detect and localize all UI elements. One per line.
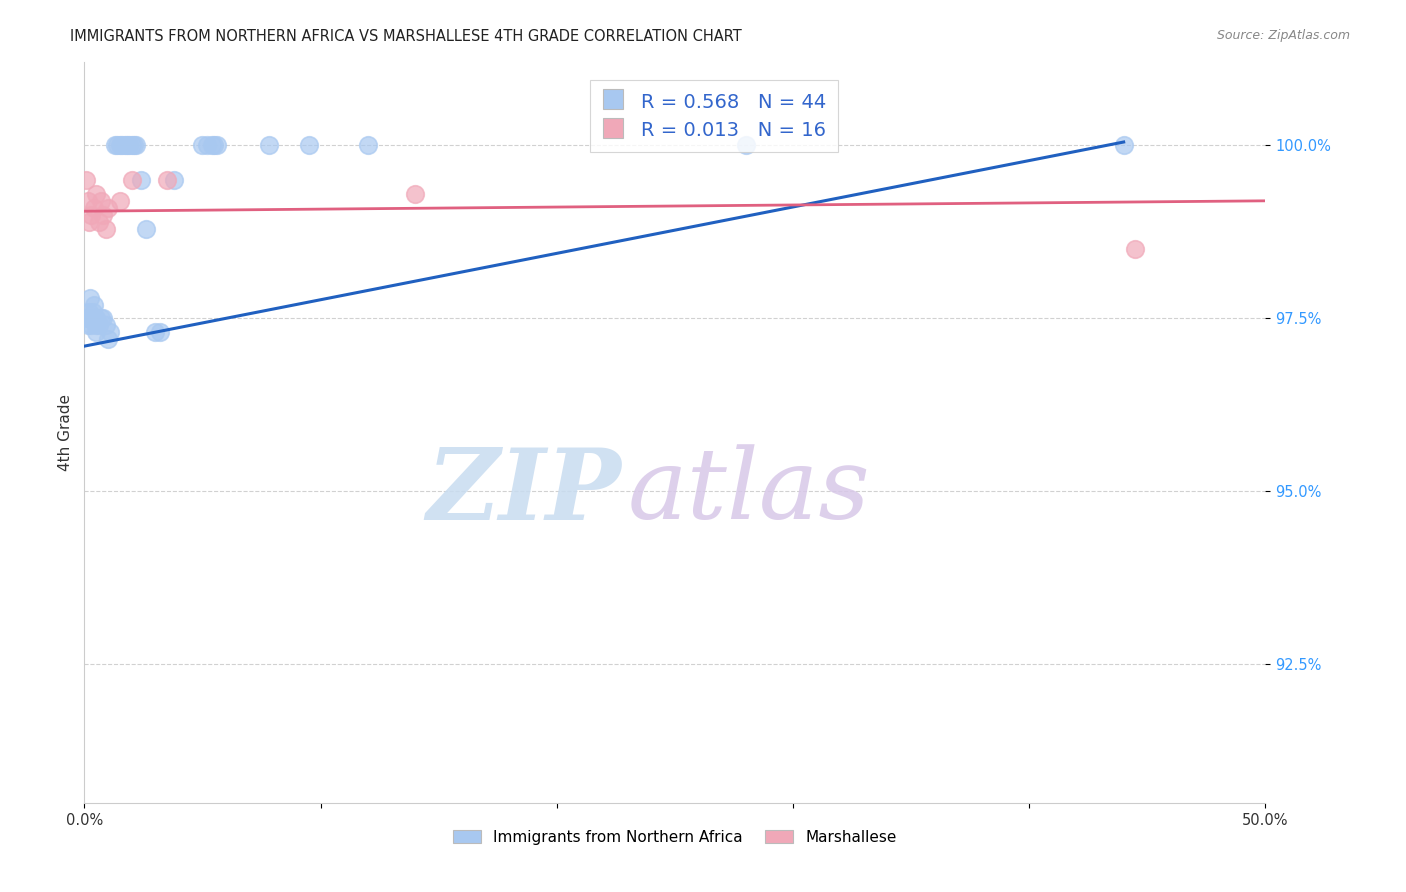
Point: [135, 221, 157, 235]
Point: [90, 194, 112, 208]
Point: [104, 138, 127, 153]
Point: [84, 326, 107, 340]
Point: [97, 332, 120, 346]
Point: [76, 311, 98, 326]
Point: [77, 194, 100, 208]
Point: [191, 138, 214, 153]
Point: [163, 173, 186, 187]
Point: [90, 311, 112, 326]
Text: Source: ZipAtlas.com: Source: ZipAtlas.com: [1216, 29, 1350, 42]
Point: [84, 318, 107, 333]
Point: [98, 326, 121, 340]
Point: [97, 201, 120, 215]
Point: [298, 138, 321, 153]
Point: [108, 138, 131, 153]
Point: [87, 318, 110, 333]
Point: [115, 138, 138, 153]
Point: [1125, 242, 1147, 256]
Point: [75, 173, 97, 187]
Legend: Immigrants from Northern Africa, Marshallese: Immigrants from Northern Africa, Marshal…: [447, 823, 903, 851]
Text: IMMIGRANTS FROM NORTHERN AFRICA VS MARSHALLESE 4TH GRADE CORRELATION CHART: IMMIGRANTS FROM NORTHERN AFRICA VS MARSH…: [70, 29, 742, 44]
Text: atlas: atlas: [627, 444, 870, 540]
Point: [357, 138, 380, 153]
Point: [121, 138, 143, 153]
Point: [121, 173, 143, 187]
Point: [149, 326, 172, 340]
Point: [107, 138, 129, 153]
Point: [77, 304, 100, 318]
Point: [83, 297, 105, 311]
Point: [80, 208, 103, 222]
Point: [118, 138, 141, 153]
Text: ZIP: ZIP: [427, 443, 621, 540]
Point: [82, 304, 104, 318]
Point: [122, 138, 145, 153]
Point: [257, 138, 280, 153]
Point: [83, 201, 105, 215]
Point: [114, 138, 136, 153]
Point: [80, 311, 103, 326]
Point: [91, 208, 114, 222]
Point: [111, 138, 134, 153]
Point: [91, 311, 114, 326]
Point: [125, 138, 148, 153]
Point: [79, 291, 101, 305]
Point: [84, 311, 107, 326]
Y-axis label: 4th Grade: 4th Grade: [58, 394, 73, 471]
Point: [195, 138, 218, 153]
Point: [77, 318, 100, 333]
Point: [83, 311, 105, 326]
Point: [143, 326, 166, 340]
Point: [129, 173, 152, 187]
Point: [201, 138, 224, 153]
Point: [84, 186, 107, 201]
Point: [87, 214, 110, 228]
Point: [108, 194, 131, 208]
Point: [94, 318, 117, 333]
Point: [77, 311, 100, 326]
Point: [1112, 138, 1135, 153]
Point: [156, 173, 179, 187]
Point: [205, 138, 228, 153]
Point: [94, 221, 117, 235]
Point: [202, 138, 225, 153]
Point: [77, 214, 100, 228]
Point: [404, 186, 426, 201]
Point: [734, 138, 756, 153]
Point: [80, 318, 103, 333]
